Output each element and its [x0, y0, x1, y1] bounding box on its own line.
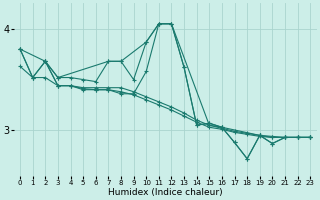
X-axis label: Humidex (Indice chaleur): Humidex (Indice chaleur) [108, 188, 222, 197]
